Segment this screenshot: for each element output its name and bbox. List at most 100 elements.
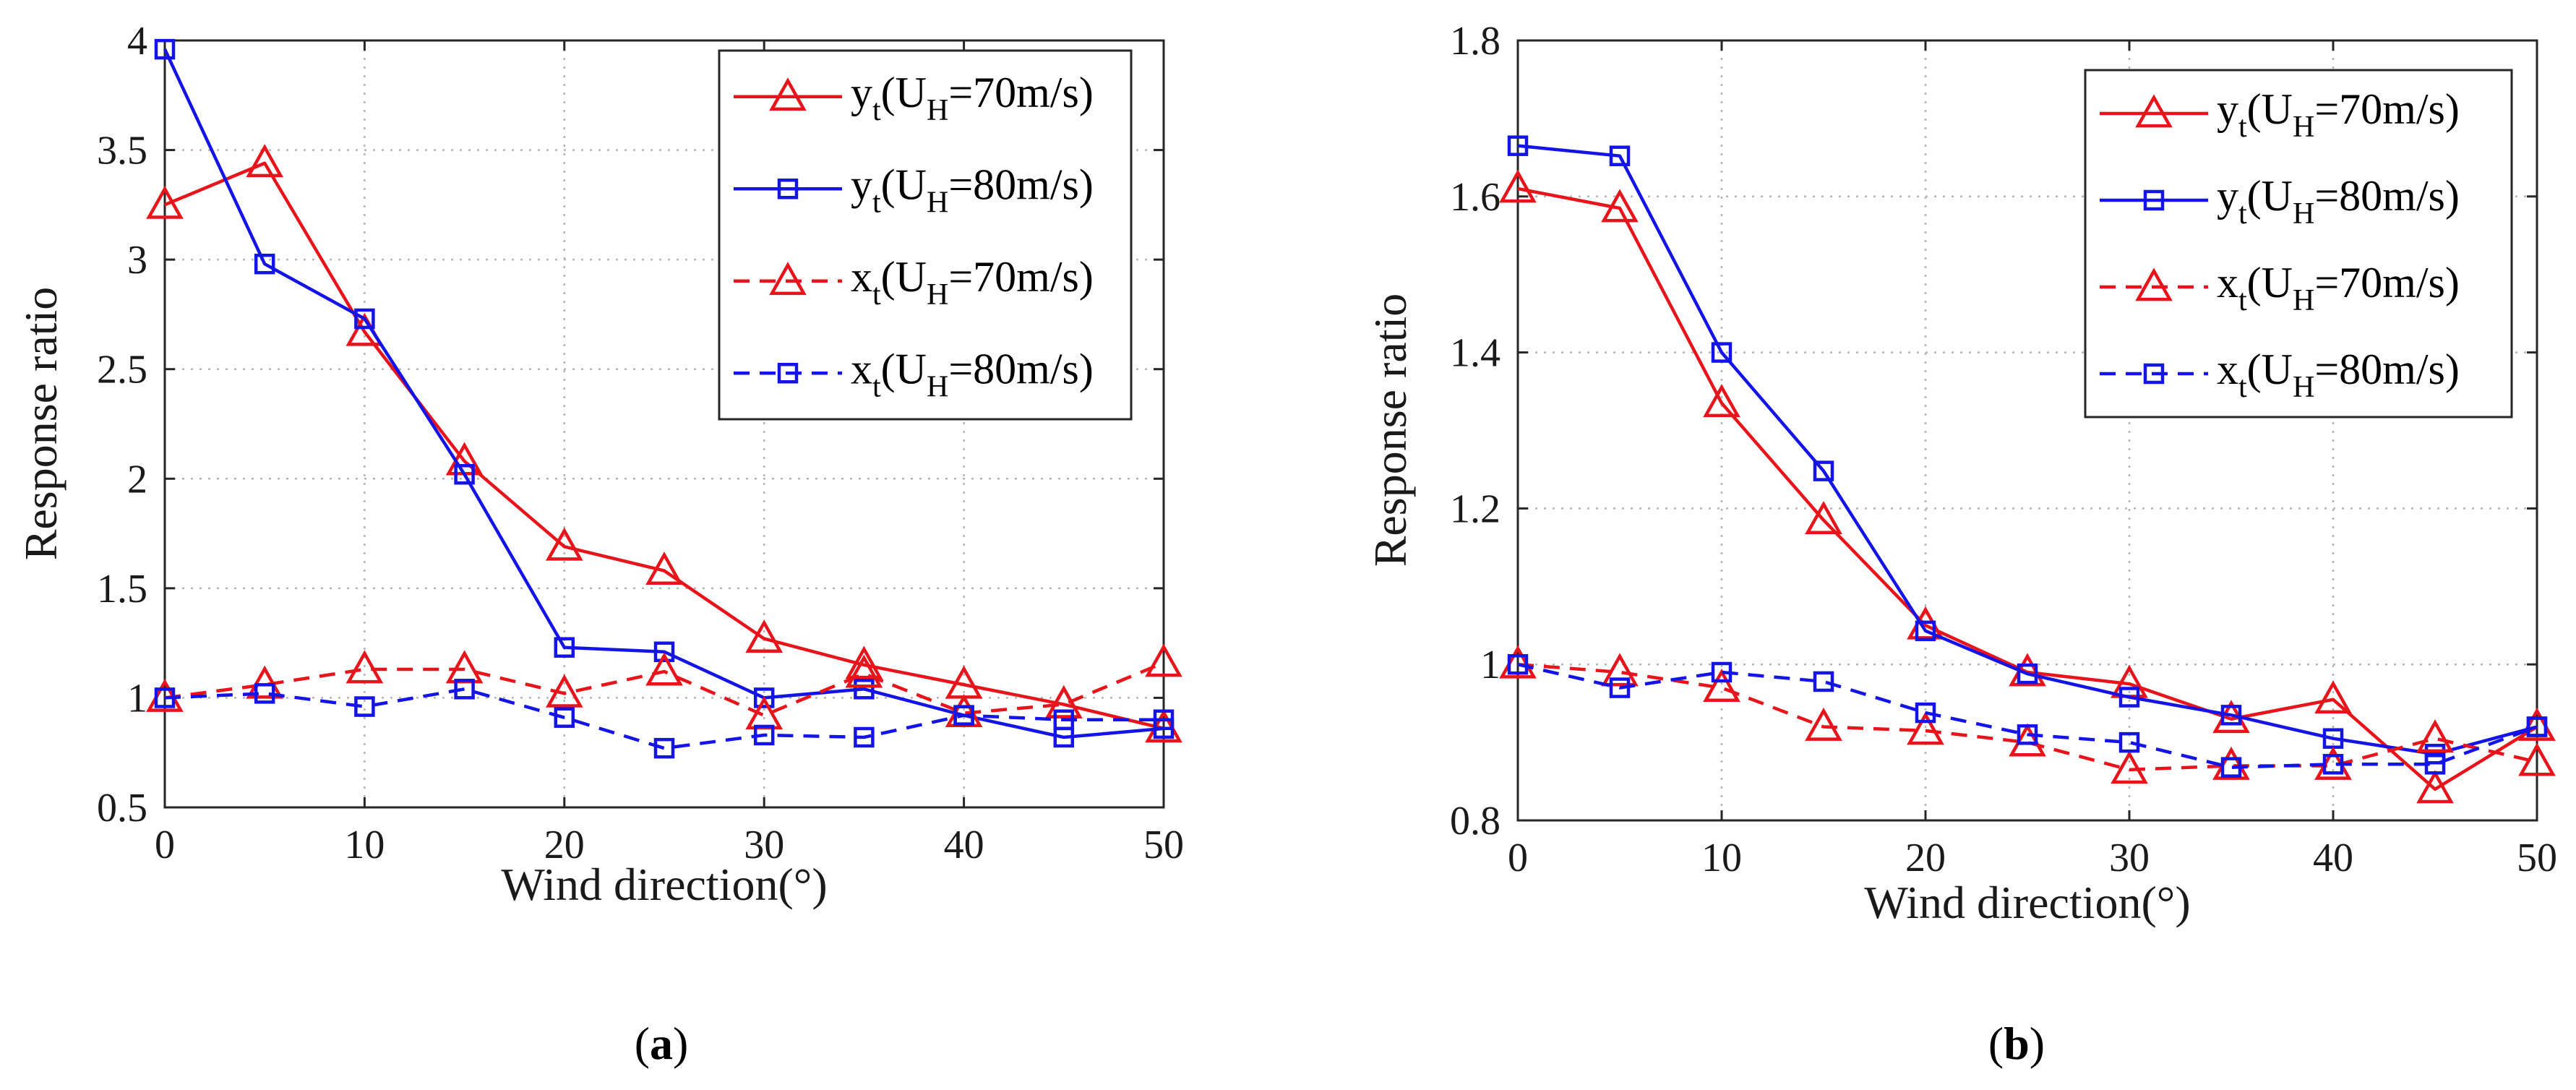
y-tick-label: 4 [127, 19, 147, 64]
data-point [146, 185, 184, 219]
series-xt-80ms [1507, 653, 2548, 778]
data-point [354, 308, 375, 330]
x-tick-label: 10 [344, 823, 385, 867]
data-point [154, 38, 176, 60]
legend-marker [769, 77, 807, 111]
data-point [2017, 724, 2038, 745]
legend-label: yt(UH=80m/s) [851, 160, 1094, 219]
panel-caption: (b) [1988, 1018, 2045, 1069]
data-point [345, 650, 384, 684]
legend-label: xt(UH=80m/s) [2217, 346, 2460, 404]
data-point [2220, 705, 2242, 726]
data-point [753, 724, 775, 746]
data-point [2416, 719, 2454, 753]
data-point [1703, 668, 1740, 702]
data-point [545, 527, 583, 561]
legend-box [718, 49, 1133, 421]
legend-marker [769, 262, 807, 296]
series-line [163, 48, 1164, 739]
legend-marker [2135, 267, 2173, 301]
data-point [1145, 643, 1182, 677]
data-point [1044, 685, 1083, 718]
legend-label: xt(UH=70m/s) [851, 253, 1094, 312]
legend-entry: yt(UH=70m/s) [734, 69, 1094, 127]
data-point [1507, 135, 1529, 156]
data-point [454, 463, 475, 485]
data-point [1703, 384, 1740, 418]
legend-marker [2143, 363, 2165, 385]
y-tick-label: 3 [127, 238, 147, 283]
legend-label: yt(UH=70m/s) [851, 69, 1094, 127]
legend-entry: yt(UH=70m/s) [2100, 85, 2460, 144]
legend: yt(UH=70m/s) yt(UH=80m/s) xt(UH=70m/s) xt(U… [718, 49, 1133, 421]
data-point [454, 679, 475, 700]
data-point [2416, 770, 2454, 804]
legend-entry: xt(UH=70m/s) [2100, 259, 2460, 317]
series-xt-70ms [1499, 645, 2556, 784]
legend-marker [2135, 94, 2173, 128]
data-point [845, 645, 883, 679]
data-point [1915, 620, 1936, 642]
x-tick-label: 50 [1143, 823, 1184, 867]
x-tick-label: 40 [944, 823, 984, 867]
y-tick-label: 3.5 [97, 129, 147, 173]
data-point [1053, 709, 1075, 730]
data-point [554, 707, 575, 728]
data-point [1609, 677, 1631, 698]
x-tick-label: 20 [544, 823, 585, 867]
data-point [1907, 711, 1944, 745]
data-point [653, 641, 675, 663]
legend-label: xt(UH=80m/s) [851, 345, 1094, 403]
y-tick-label: 2 [127, 457, 147, 502]
series-line [1517, 144, 2538, 756]
data-point [854, 726, 875, 748]
y-tick-label: 1.6 [1450, 175, 1500, 220]
data-point [354, 696, 375, 717]
data-point [2017, 663, 2038, 685]
legend-box [2084, 69, 2513, 419]
x-tick-label: 20 [1905, 836, 1946, 880]
y-tick-label: 1.8 [1450, 19, 1500, 64]
data-point [2111, 750, 2148, 784]
x-axis-label: Wind direction(°) [1864, 877, 2190, 928]
data-point [845, 654, 883, 688]
data-point [1601, 189, 1639, 223]
x-tick-label: 0 [155, 823, 175, 867]
panel-caption: (a) [635, 1018, 689, 1069]
legend-entry: xt(UH=80m/s) [2100, 346, 2460, 404]
x-tick-label: 40 [2313, 836, 2353, 880]
data-point [2322, 754, 2344, 775]
data-point [554, 637, 575, 658]
legend-label: yt(UH=70m/s) [2217, 85, 2460, 144]
data-point [1609, 145, 1631, 166]
legend-entry: yt(UH=80m/s) [2100, 172, 2460, 231]
data-point [2314, 680, 2352, 714]
data-point [1499, 169, 1537, 203]
data-point [854, 679, 875, 700]
data-point [1813, 460, 1834, 481]
data-point [246, 144, 284, 178]
data-point [745, 619, 783, 653]
axes-frame [163, 39, 1165, 809]
y-tick-label: 1.2 [1450, 486, 1500, 531]
data-point [2526, 716, 2548, 737]
data-point [645, 652, 683, 686]
x-tick-label: 30 [2109, 836, 2150, 880]
data-point [1711, 342, 1733, 363]
legend-label: xt(UH=70m/s) [2217, 259, 2460, 317]
y-tick-label: 2.5 [97, 348, 147, 392]
chart-a: 0 10 20 30 40 50 0.5 1 1.5 2 2.5 3 3.5 4 Wind directio… [15, 19, 1184, 1069]
data-point [653, 737, 675, 759]
y-axis-label: Response ratio [15, 287, 66, 561]
x-tick-label: 50 [2517, 836, 2557, 880]
legend-marker [2143, 189, 2165, 211]
y-tick-label: 0.5 [97, 786, 147, 831]
series-line [1517, 663, 2538, 769]
legend-marker [777, 363, 799, 384]
series-xt-80ms [154, 679, 1175, 759]
data-point [545, 674, 583, 708]
data-point [645, 552, 683, 585]
data-point [1805, 707, 1842, 741]
data-point [254, 253, 275, 275]
